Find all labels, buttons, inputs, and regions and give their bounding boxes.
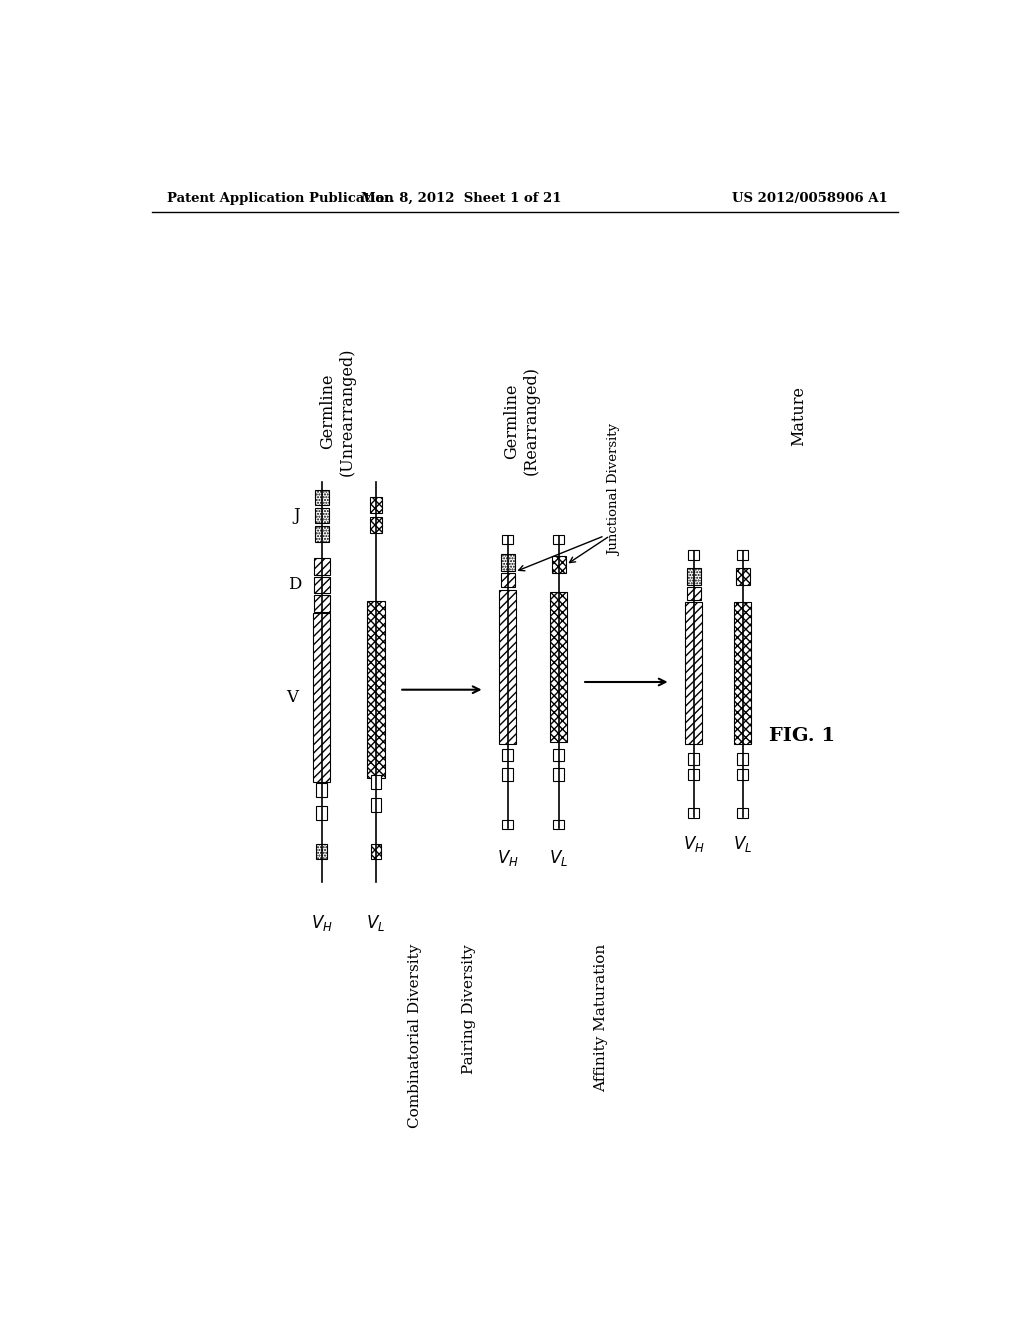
Bar: [554, 768, 564, 780]
Bar: [503, 820, 513, 829]
Bar: [370, 498, 382, 512]
Text: Germline
(Unrearranged): Germline (Unrearranged): [318, 347, 355, 475]
Text: $V_L$: $V_L$: [733, 834, 753, 854]
Bar: [314, 595, 330, 611]
Text: $V_L$: $V_L$: [549, 847, 568, 867]
Bar: [737, 808, 748, 817]
Bar: [370, 517, 382, 532]
Text: D: D: [288, 577, 301, 594]
Bar: [371, 799, 381, 812]
Text: Patent Application Publication: Patent Application Publication: [167, 191, 393, 205]
Bar: [550, 591, 567, 742]
Bar: [314, 508, 329, 523]
Bar: [737, 754, 748, 764]
Bar: [314, 490, 329, 504]
Text: V: V: [287, 689, 298, 706]
Text: Germline
(Rearranged): Germline (Rearranged): [504, 367, 540, 475]
Text: Pairing Diversity: Pairing Diversity: [462, 944, 476, 1073]
Text: Combinatorial Diversity: Combinatorial Diversity: [408, 944, 422, 1129]
Bar: [735, 568, 750, 585]
Bar: [737, 768, 748, 780]
Bar: [688, 550, 699, 560]
Bar: [687, 568, 700, 585]
Bar: [688, 808, 699, 817]
Bar: [503, 768, 513, 780]
Text: $V_L$: $V_L$: [367, 913, 386, 933]
Bar: [503, 748, 513, 762]
Bar: [554, 820, 564, 829]
Bar: [368, 601, 385, 779]
Bar: [314, 527, 329, 541]
Bar: [501, 554, 515, 572]
Text: J: J: [294, 507, 300, 524]
Bar: [688, 754, 699, 764]
Bar: [687, 587, 700, 599]
Text: Junctional Diversity: Junctional Diversity: [608, 424, 622, 556]
Text: Mar. 8, 2012  Sheet 1 of 21: Mar. 8, 2012 Sheet 1 of 21: [361, 191, 561, 205]
Text: $V_H$: $V_H$: [497, 847, 518, 867]
Text: $V_H$: $V_H$: [683, 834, 705, 854]
Bar: [688, 768, 699, 780]
Text: Mature: Mature: [790, 385, 807, 446]
Bar: [314, 558, 330, 574]
Bar: [685, 602, 702, 744]
Bar: [371, 843, 381, 859]
Bar: [554, 748, 564, 762]
Bar: [554, 535, 564, 544]
Text: $V_H$: $V_H$: [311, 913, 333, 933]
Bar: [313, 612, 331, 781]
Bar: [501, 573, 515, 587]
Bar: [500, 590, 516, 743]
Text: US 2012/0058906 A1: US 2012/0058906 A1: [732, 191, 888, 205]
Bar: [503, 535, 513, 544]
Bar: [371, 775, 381, 789]
Text: Affinity Maturation: Affinity Maturation: [594, 944, 608, 1092]
Bar: [316, 783, 328, 797]
Bar: [552, 557, 566, 573]
Bar: [734, 602, 751, 744]
Bar: [314, 577, 330, 593]
Bar: [316, 843, 328, 859]
Bar: [316, 807, 328, 820]
Bar: [737, 550, 748, 560]
Text: FIG. 1: FIG. 1: [769, 727, 836, 744]
